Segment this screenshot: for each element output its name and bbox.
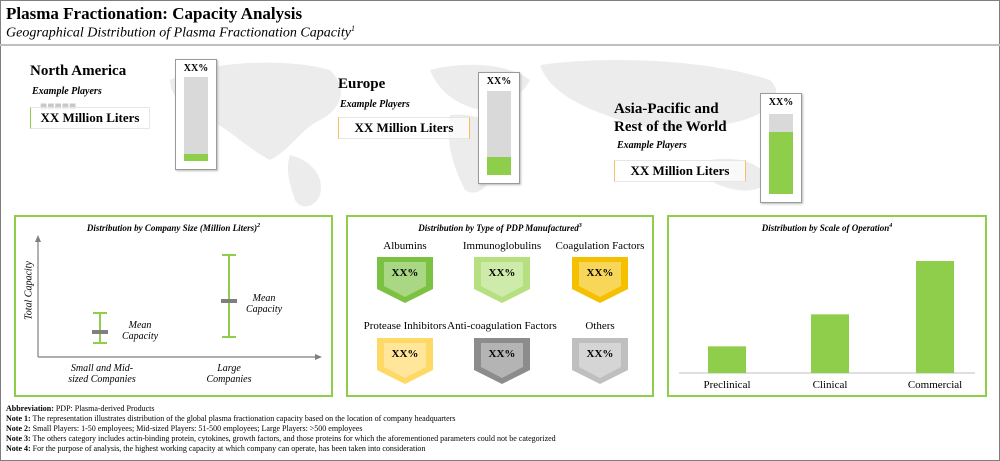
y-axis-label: Total Capacity <box>23 261 35 320</box>
scale-category-label: Clinical <box>812 379 848 391</box>
pdp-type-value: XX% <box>586 267 614 279</box>
pdp-type-value: XX% <box>391 267 419 279</box>
example-players-label: Example Players <box>617 140 687 151</box>
note-4: Note 4: For the purpose of analysis, the… <box>6 444 426 453</box>
footnotes: Abbreviation: PDP: Plasma-derived Produc… <box>6 404 556 454</box>
scale-category-label: Commercial <box>907 379 963 391</box>
panel-company-size: Distribution by Company Size (Million Li… <box>14 215 333 397</box>
scale-bar-chart <box>679 261 975 374</box>
scale-category-label: Preclinical <box>703 379 751 391</box>
page-subtitle: Geographical Distribution of Plasma Frac… <box>6 24 355 41</box>
panel-title-pdp-type: Distribution by Type of PDP Manufactured… <box>418 223 582 233</box>
x-label-large: Large Companies <box>206 363 252 385</box>
pdp-type-label: Albumins <box>383 240 427 252</box>
pdp-type-value: XX% <box>488 267 516 279</box>
region-name-north-america: North America <box>30 63 127 79</box>
panel-title-company-size: Distribution by Company Size (Million Li… <box>86 223 261 233</box>
mean-capacity-label-large: Mean Capacity <box>245 293 283 315</box>
capacity-liters-north-america: XX Million Liters <box>30 107 150 129</box>
capacity-liters-europe: XX Million Liters <box>338 117 470 139</box>
capacity-bar-fill <box>487 156 511 175</box>
example-players-label: Example Players <box>340 99 410 110</box>
capacity-bar-track <box>184 77 208 161</box>
page-title: Plasma Fractionation: Capacity Analysis <box>6 4 303 23</box>
title-divider <box>0 44 1000 46</box>
capacity-bar-track <box>769 114 793 194</box>
company-size-chart <box>35 235 322 360</box>
region-name-europe: Europe <box>338 76 386 92</box>
pdp-type-badge: XX% <box>472 336 532 386</box>
pdp-type-badge: XX% <box>375 255 435 305</box>
capacity-bar-fill <box>184 154 208 161</box>
pdp-type-value: XX% <box>391 348 419 360</box>
pdp-type-badge: XX% <box>570 336 630 386</box>
pdp-type-label: Immunoglobulins <box>462 240 542 252</box>
panel-title-scale: Distribution by Scale of Operation4 <box>761 223 893 233</box>
pdp-type-badge: XX% <box>375 336 435 386</box>
note-3: Note 3: The others category includes act… <box>6 434 556 443</box>
panel-scale-of-operation: Distribution by Scale of Operation4 Prec… <box>667 215 987 397</box>
capacity-bar-fill <box>769 132 793 194</box>
scale-bar-preclinical <box>708 346 746 373</box>
scale-bar-commercial <box>916 261 954 373</box>
pdp-type-label: Coagulation Factors <box>555 240 645 252</box>
capacity-bar-asia-pacific: XX% <box>760 93 802 203</box>
example-players-label: Example Players <box>32 86 102 97</box>
pdp-type-label: Anti-coagulation Factors <box>447 320 557 332</box>
capacity-bar-percent: XX% <box>183 63 209 74</box>
note-abbreviation: Abbreviation: PDP: Plasma-derived Produc… <box>6 404 155 413</box>
pdp-type-badge: XX% <box>570 255 630 305</box>
pdp-type-value: XX% <box>488 348 516 360</box>
region-name-asia-pacific: Asia-Pacific and Rest of the World <box>614 101 727 135</box>
note-1: Note 1: The representation illustrates d… <box>6 414 456 423</box>
capacity-bar-europe: XX% <box>478 72 520 184</box>
capacity-bar-percent: XX% <box>768 97 794 108</box>
capacity-bar-north-america: XX% <box>175 59 217 170</box>
mean-capacity-label-small: Mean Capacity <box>121 320 159 342</box>
capacity-bar-percent: XX% <box>486 76 512 87</box>
scale-bar-clinical <box>811 314 849 373</box>
note-2: Note 2: Small Players: 1-50 employees; M… <box>6 424 363 433</box>
panel-pdp-type: Distribution by Type of PDP Manufactured… <box>346 215 654 397</box>
capacity-liters-asia-pacific: XX Million Liters <box>614 160 746 182</box>
capacity-bar-track <box>487 91 511 175</box>
x-label-small-mid: Small and Mid-sized Companies <box>68 363 136 385</box>
pdp-type-badge: XX% <box>472 255 532 305</box>
pdp-type-label: Protease Inhibitors <box>363 320 447 332</box>
pdp-type-value: XX% <box>586 348 614 360</box>
pdp-type-label: Others <box>585 320 615 332</box>
